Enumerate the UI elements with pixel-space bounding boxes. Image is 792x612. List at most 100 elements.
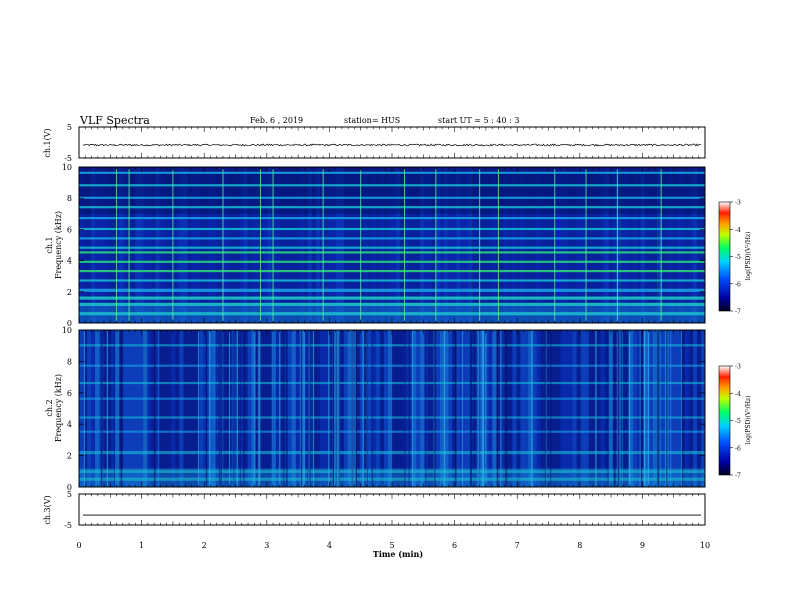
spectrogram-column (111, 330, 116, 487)
spectrogram-column (191, 330, 196, 487)
spectrogram-column (560, 167, 565, 323)
spectrogram-column (131, 330, 136, 487)
spectrogram-column (135, 330, 140, 487)
spectrogram-column (123, 330, 128, 487)
spectrogram-column (171, 167, 176, 323)
spectrogram-column (275, 167, 280, 323)
spectrogram-column (488, 330, 493, 487)
spectrogram-band (79, 344, 705, 347)
spectrogram-column (424, 167, 429, 323)
spectrogram-column (640, 167, 646, 323)
spectrogram-column (143, 167, 148, 323)
spectrogram-column (147, 330, 152, 487)
spectrogram-column (219, 167, 224, 323)
spectrogram-column (540, 167, 545, 323)
spectrogram-column (119, 167, 124, 323)
spectrogram-column (604, 330, 609, 487)
spectrogram-column (383, 167, 389, 323)
spectrogram-column (612, 167, 618, 323)
time-tick-label: 5 (389, 541, 394, 550)
spectrogram-column (135, 167, 140, 323)
frequency-tick-label: 4 (67, 420, 72, 429)
spectrogram-column (323, 167, 329, 323)
spectrogram-column (315, 330, 321, 487)
spectrogram-column (640, 330, 646, 487)
spectrogram-column (371, 167, 377, 323)
spectrogram-dark-region (79, 167, 705, 214)
spectrogram-column (412, 330, 417, 487)
spectrogram-column (235, 167, 240, 323)
spectrogram-column (624, 167, 630, 323)
spectrogram-column (251, 167, 256, 323)
spectrogram-band (79, 381, 705, 385)
frequency-tick-label: 6 (67, 389, 72, 398)
spectrogram-column (544, 330, 549, 487)
time-tick-label: 6 (452, 541, 457, 550)
spectrogram-column (103, 330, 108, 487)
spectrogram-column (392, 330, 397, 487)
spectrogram-column (303, 330, 309, 487)
spectrogram-column (203, 167, 208, 323)
spectrogram-column (648, 330, 654, 487)
spectrogram-column (343, 330, 349, 487)
spectrogram-band (79, 430, 705, 433)
spectrogram-column (271, 167, 276, 323)
spectrogram-column (484, 167, 489, 323)
ch1-colorbar-tick-labels: -3 -4 -5 -6 -7 (730, 200, 741, 316)
spectrogram-column (259, 330, 264, 487)
ch3-waveform-ytick-top: 5 (67, 490, 72, 499)
spectrogram-column (263, 330, 268, 487)
spectrogram-column (87, 167, 92, 323)
spectrogram-column (448, 330, 453, 487)
spectrogram-column (303, 167, 309, 323)
ch2-spectrogram-image (79, 330, 706, 487)
spectrogram-column (163, 330, 168, 487)
spectrogram-column (524, 167, 529, 323)
spectrogram-column (568, 330, 573, 487)
spectrogram-column (215, 167, 220, 323)
colorbar-tick-label: -7 (735, 309, 741, 316)
spectrogram-column (400, 167, 405, 323)
spectrogram-column (247, 167, 252, 323)
spectrogram-column (319, 167, 325, 323)
spectrogram-band (79, 171, 705, 174)
spectrogram-column (680, 167, 686, 323)
spectrogram-band (79, 270, 705, 273)
spectrogram-column (279, 330, 284, 487)
ch2-spectrogram-ylabel-freq: Frequency (kHz) (54, 374, 63, 442)
figure-date: Feb. 6 , 2019 (250, 116, 303, 125)
spectrogram-column (416, 167, 421, 323)
spectrogram-column (331, 330, 337, 487)
spectrogram-column (452, 330, 457, 487)
spectrogram-column (564, 330, 569, 487)
spectrogram-column (327, 167, 333, 323)
spectrogram-column (600, 167, 605, 323)
spectrogram-column (476, 167, 481, 323)
spectrogram-column (387, 167, 393, 323)
spectrogram-column (444, 167, 449, 323)
figure-start-time: start UT = 5 : 40 : 3 (438, 116, 519, 125)
spectrogram-column (83, 167, 88, 323)
ch1-waveform-ylabel: ch.1(V) (43, 128, 52, 157)
spectrogram-column (592, 330, 597, 487)
spectrogram-column (263, 167, 268, 323)
spectrogram-column (255, 167, 260, 323)
spectrogram-column (387, 330, 393, 487)
spectrogram-column (267, 330, 272, 487)
spectrogram-column (496, 330, 501, 487)
spectrogram-column (167, 330, 172, 487)
spectrogram-column (287, 330, 292, 487)
spectrogram-column (616, 167, 622, 323)
spectrogram-column (123, 167, 128, 323)
spectrogram-column (243, 330, 248, 487)
spectrogram-column (115, 167, 120, 323)
spectrogram-column (179, 167, 184, 323)
spectrogram-column (684, 330, 690, 487)
spectrogram-column (187, 167, 192, 323)
spectrogram-column (223, 330, 228, 487)
spectrogram-band (79, 206, 705, 209)
spectrogram-column (444, 330, 449, 487)
spectrogram-low-freq (79, 468, 705, 487)
ch1-waveform-ytick-top: 5 (67, 123, 72, 132)
spectrogram-column (620, 167, 626, 323)
